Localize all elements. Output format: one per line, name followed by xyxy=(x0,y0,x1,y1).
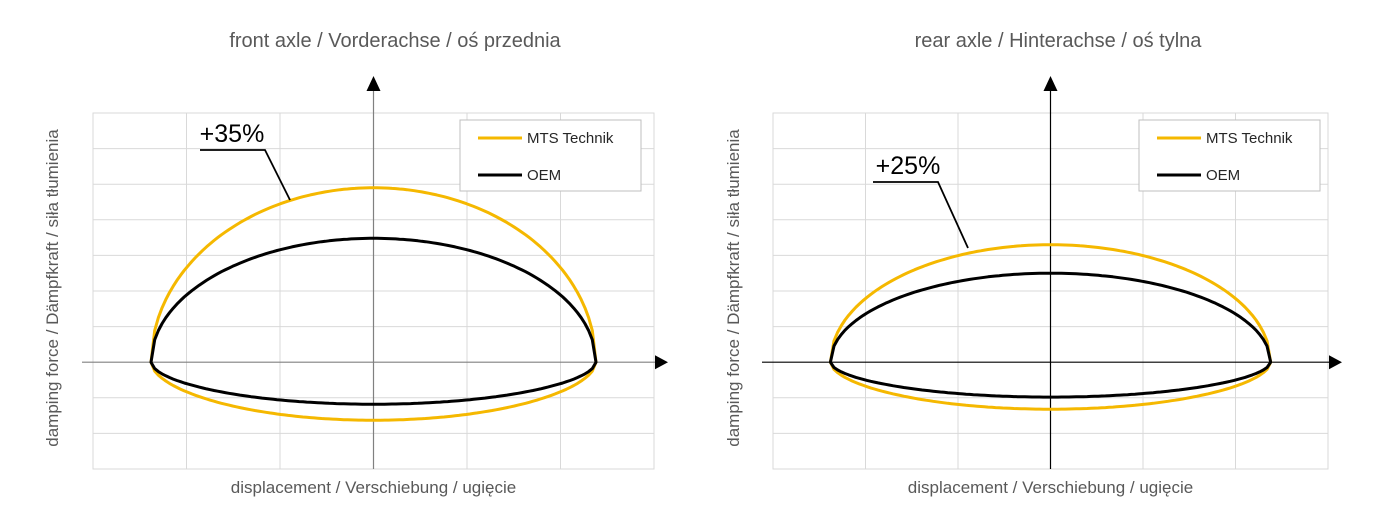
x-axis-label: displacement / Verschiebung / ugięcie xyxy=(908,478,1193,497)
y-axis-label: damping force / Dämpfkraft / siła tłumie… xyxy=(724,129,743,447)
series-oem-loop xyxy=(828,271,1273,399)
x-axis-arrow-icon xyxy=(1329,355,1342,370)
annotation-leader-line xyxy=(873,181,969,249)
legend-label: OEM xyxy=(1206,167,1240,184)
y-axis-arrow-icon xyxy=(1043,76,1058,91)
series-oem-loop xyxy=(149,236,598,406)
chart-title: rear axle / Hinterachse / oś tylna xyxy=(915,30,1203,52)
annotation-label: +35% xyxy=(200,120,265,148)
y-axis-arrow-icon xyxy=(366,76,381,91)
legend-label: MTS Technik xyxy=(1206,130,1293,147)
y-axis-label: damping force / Dämpfkraft / siła tłumie… xyxy=(43,129,62,447)
legend: MTS Technik OEM xyxy=(459,119,642,192)
legend: MTS Technik OEM xyxy=(1138,119,1321,192)
chart-rear-axle: +25% MTS Technik OEM rear axle / Hinterachs… xyxy=(724,30,1342,497)
x-axis-label: displacement / Verschiebung / ugięcie xyxy=(231,478,516,497)
legend-label: OEM xyxy=(527,167,561,184)
legend-box xyxy=(459,119,642,192)
chart-front-axle: +35% MTS Technik OEM front axle / Vorderach… xyxy=(43,30,668,497)
chart-title: front axle / Vorderachse / oś przednia xyxy=(229,30,561,52)
x-axis-arrow-icon xyxy=(655,355,668,370)
legend-label: MTS Technik xyxy=(527,130,614,147)
annotation-label: +25% xyxy=(876,152,941,180)
annotation-leader-line xyxy=(200,149,291,201)
legend-box xyxy=(1138,119,1321,192)
